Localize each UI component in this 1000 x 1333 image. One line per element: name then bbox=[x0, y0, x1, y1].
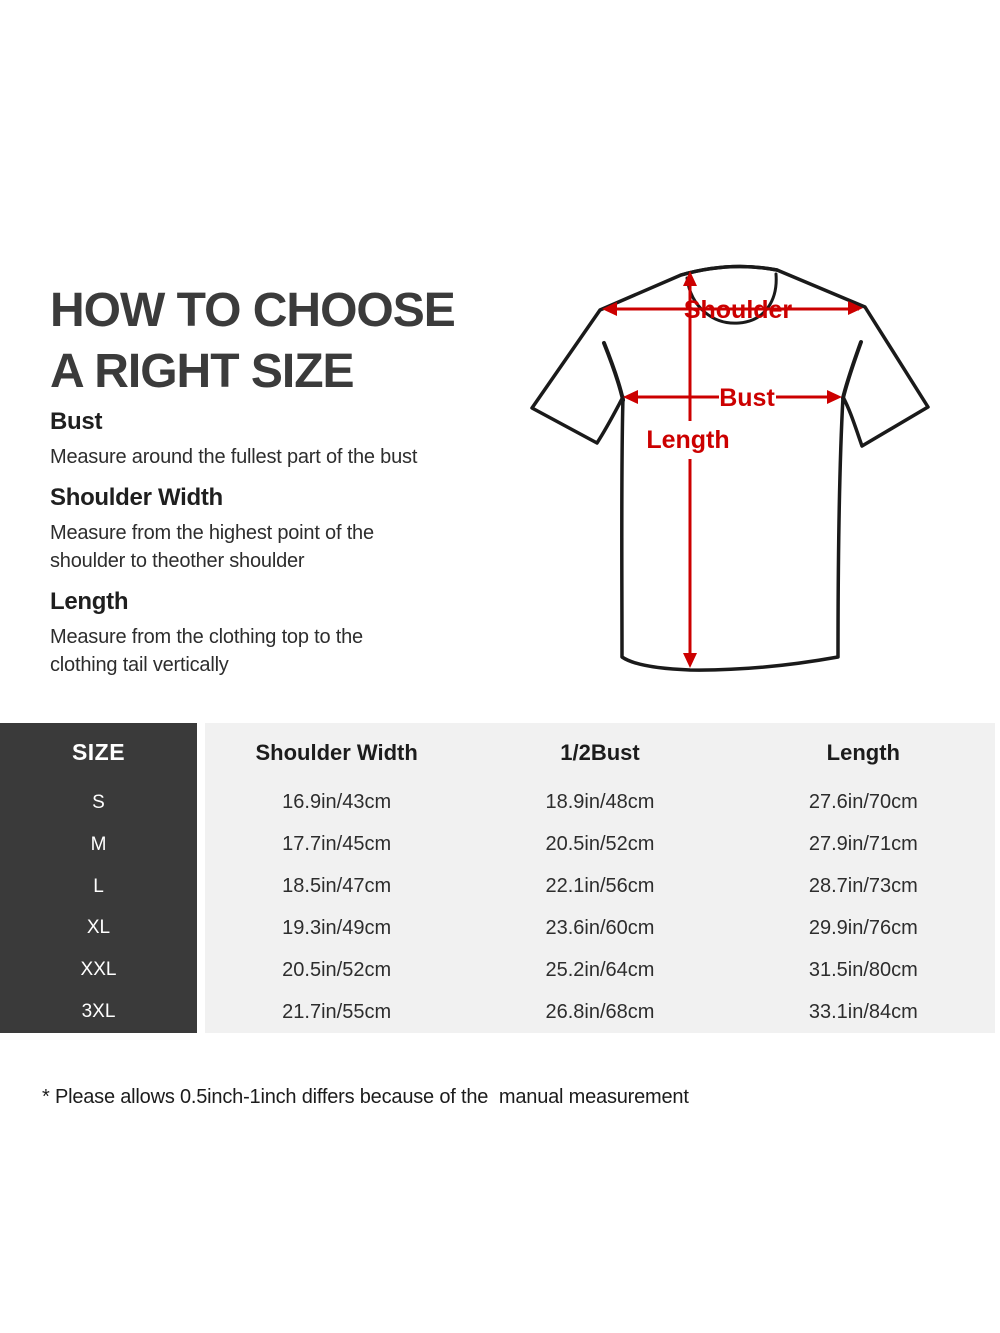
page-title: HOW TO CHOOSE A RIGHT SIZE bbox=[50, 280, 456, 402]
cell-bust: 26.8in/68cm bbox=[545, 1000, 655, 1023]
left-armhole-seam bbox=[602, 341, 625, 402]
length-label: Length bbox=[646, 426, 729, 454]
cell-bust: 22.1in/56cm bbox=[545, 875, 655, 898]
shoulder-label: Shoulder bbox=[684, 296, 793, 324]
size-table-header-half-bust: 1/2Bust bbox=[560, 739, 640, 765]
guide-description-line: Measure from the clothing top to the bbox=[50, 626, 363, 648]
size-column: SIZE S M L XL XXL 3XL bbox=[0, 723, 197, 1033]
guide-description: Measure around the fullest part of the b… bbox=[50, 443, 470, 471]
guide-description: Measure from the highest point of the sh… bbox=[50, 519, 470, 575]
table-row: 20.5in/52cm 25.2in/64cm 31.5in/80cm bbox=[205, 949, 995, 991]
cell-length: 33.1in/84cm bbox=[808, 1000, 918, 1023]
collar-opening bbox=[685, 272, 778, 325]
cell-shoulder: 21.7in/55cm bbox=[282, 1000, 392, 1023]
guide-heading: Bust bbox=[50, 408, 103, 435]
table-header-row: Shoulder Width 1/2Bust Length bbox=[205, 723, 995, 782]
cell-bust: 18.9in/48cm bbox=[545, 791, 655, 814]
arrowhead-right-icon bbox=[827, 390, 842, 404]
cell-shoulder: 19.3in/49cm bbox=[282, 916, 392, 939]
page-title-line: A RIGHT SIZE bbox=[50, 345, 355, 399]
guide-description: Measure from the clothing top to the clo… bbox=[50, 623, 470, 679]
size-table: SIZE S M L XL XXL 3XL Shoulder Width 1/2… bbox=[0, 723, 1000, 1033]
table-row: 17.7in/45cm 20.5in/52cm 27.9in/71cm bbox=[205, 824, 995, 866]
guide-description-line: Measure from the highest point of the bbox=[50, 522, 374, 544]
guide-heading: Shoulder Width bbox=[50, 484, 223, 511]
tshirt-diagram: Shoulder Bust Length bbox=[510, 250, 950, 690]
arrowhead-up-icon bbox=[683, 271, 697, 286]
arrowhead-left-icon bbox=[623, 390, 638, 404]
guide-description-line: Measure around the fullest part of the b… bbox=[50, 446, 418, 468]
table-row: 18.5in/47cm 22.1in/56cm 28.7in/73cm bbox=[205, 866, 995, 908]
page-title-line: HOW TO CHOOSE bbox=[50, 284, 456, 338]
cell-shoulder: 20.5in/52cm bbox=[282, 958, 392, 981]
size-label-xl: XL bbox=[86, 917, 111, 939]
size-label-l: L bbox=[93, 875, 104, 897]
cell-shoulder: 16.9in/43cm bbox=[282, 791, 392, 814]
bust-label: Bust bbox=[719, 384, 775, 412]
size-label-xxl: XXL bbox=[80, 959, 117, 981]
arrowhead-left-icon bbox=[602, 302, 617, 316]
size-label-3xl: 3XL bbox=[81, 1001, 116, 1023]
table-row: 16.9in/43cm 18.9in/48cm 27.6in/70cm bbox=[205, 782, 995, 824]
cell-length: 28.7in/73cm bbox=[808, 875, 918, 898]
measurement-arrows bbox=[606, 278, 859, 661]
table-row: 21.7in/55cm 26.8in/68cm 33.1in/84cm bbox=[205, 991, 995, 1033]
arrowheads bbox=[602, 271, 863, 668]
measurement-disclaimer: * Please allows 0.5inch-1inch differs be… bbox=[42, 1086, 689, 1108]
cell-bust: 25.2in/64cm bbox=[545, 958, 655, 981]
tshirt-outline bbox=[530, 264, 930, 672]
guide-heading: Length bbox=[50, 588, 129, 615]
arrowhead-right-icon bbox=[848, 301, 863, 315]
cell-length: 29.9in/76cm bbox=[808, 916, 918, 939]
cell-length: 31.5in/80cm bbox=[808, 958, 918, 981]
cell-length: 27.6in/70cm bbox=[808, 791, 918, 814]
guide-item-length: Length Measure from the clothing top to … bbox=[50, 588, 470, 679]
tshirt-diagram-svg: Shoulder Bust Length bbox=[530, 264, 930, 672]
guide-item-shoulder-width: Shoulder Width Measure from the highest … bbox=[50, 484, 470, 575]
right-armhole-seam bbox=[841, 340, 863, 400]
size-table-header-length: Length bbox=[826, 739, 900, 765]
table-row: 19.3in/49cm 23.6in/60cm 29.9in/76cm bbox=[205, 907, 995, 949]
guide-description-line: clothing tail vertically bbox=[50, 654, 229, 676]
cell-length: 27.9in/71cm bbox=[808, 833, 918, 856]
cell-bust: 23.6in/60cm bbox=[545, 916, 655, 939]
size-label-m: M bbox=[90, 833, 107, 855]
cell-bust: 20.5in/52cm bbox=[545, 833, 655, 856]
guide-item-bust: Bust Measure around the fullest part of … bbox=[50, 408, 470, 471]
collar-band bbox=[679, 264, 779, 277]
size-table-header-shoulder-width: Shoulder Width bbox=[255, 739, 418, 765]
measurements-columns: Shoulder Width 1/2Bust Length 16.9in/43c… bbox=[205, 723, 995, 1033]
guide-description-line: shoulder to theother shoulder bbox=[50, 550, 305, 572]
size-label-s: S bbox=[92, 791, 105, 813]
cell-shoulder: 18.5in/47cm bbox=[282, 875, 392, 898]
measurement-guide: Bust Measure around the fullest part of … bbox=[50, 408, 470, 692]
cell-shoulder: 17.7in/45cm bbox=[282, 833, 392, 856]
arrowhead-down-icon bbox=[683, 653, 697, 668]
size-table-header-size: SIZE bbox=[71, 739, 126, 765]
diagram-labels: Shoulder Bust Length bbox=[646, 296, 792, 454]
